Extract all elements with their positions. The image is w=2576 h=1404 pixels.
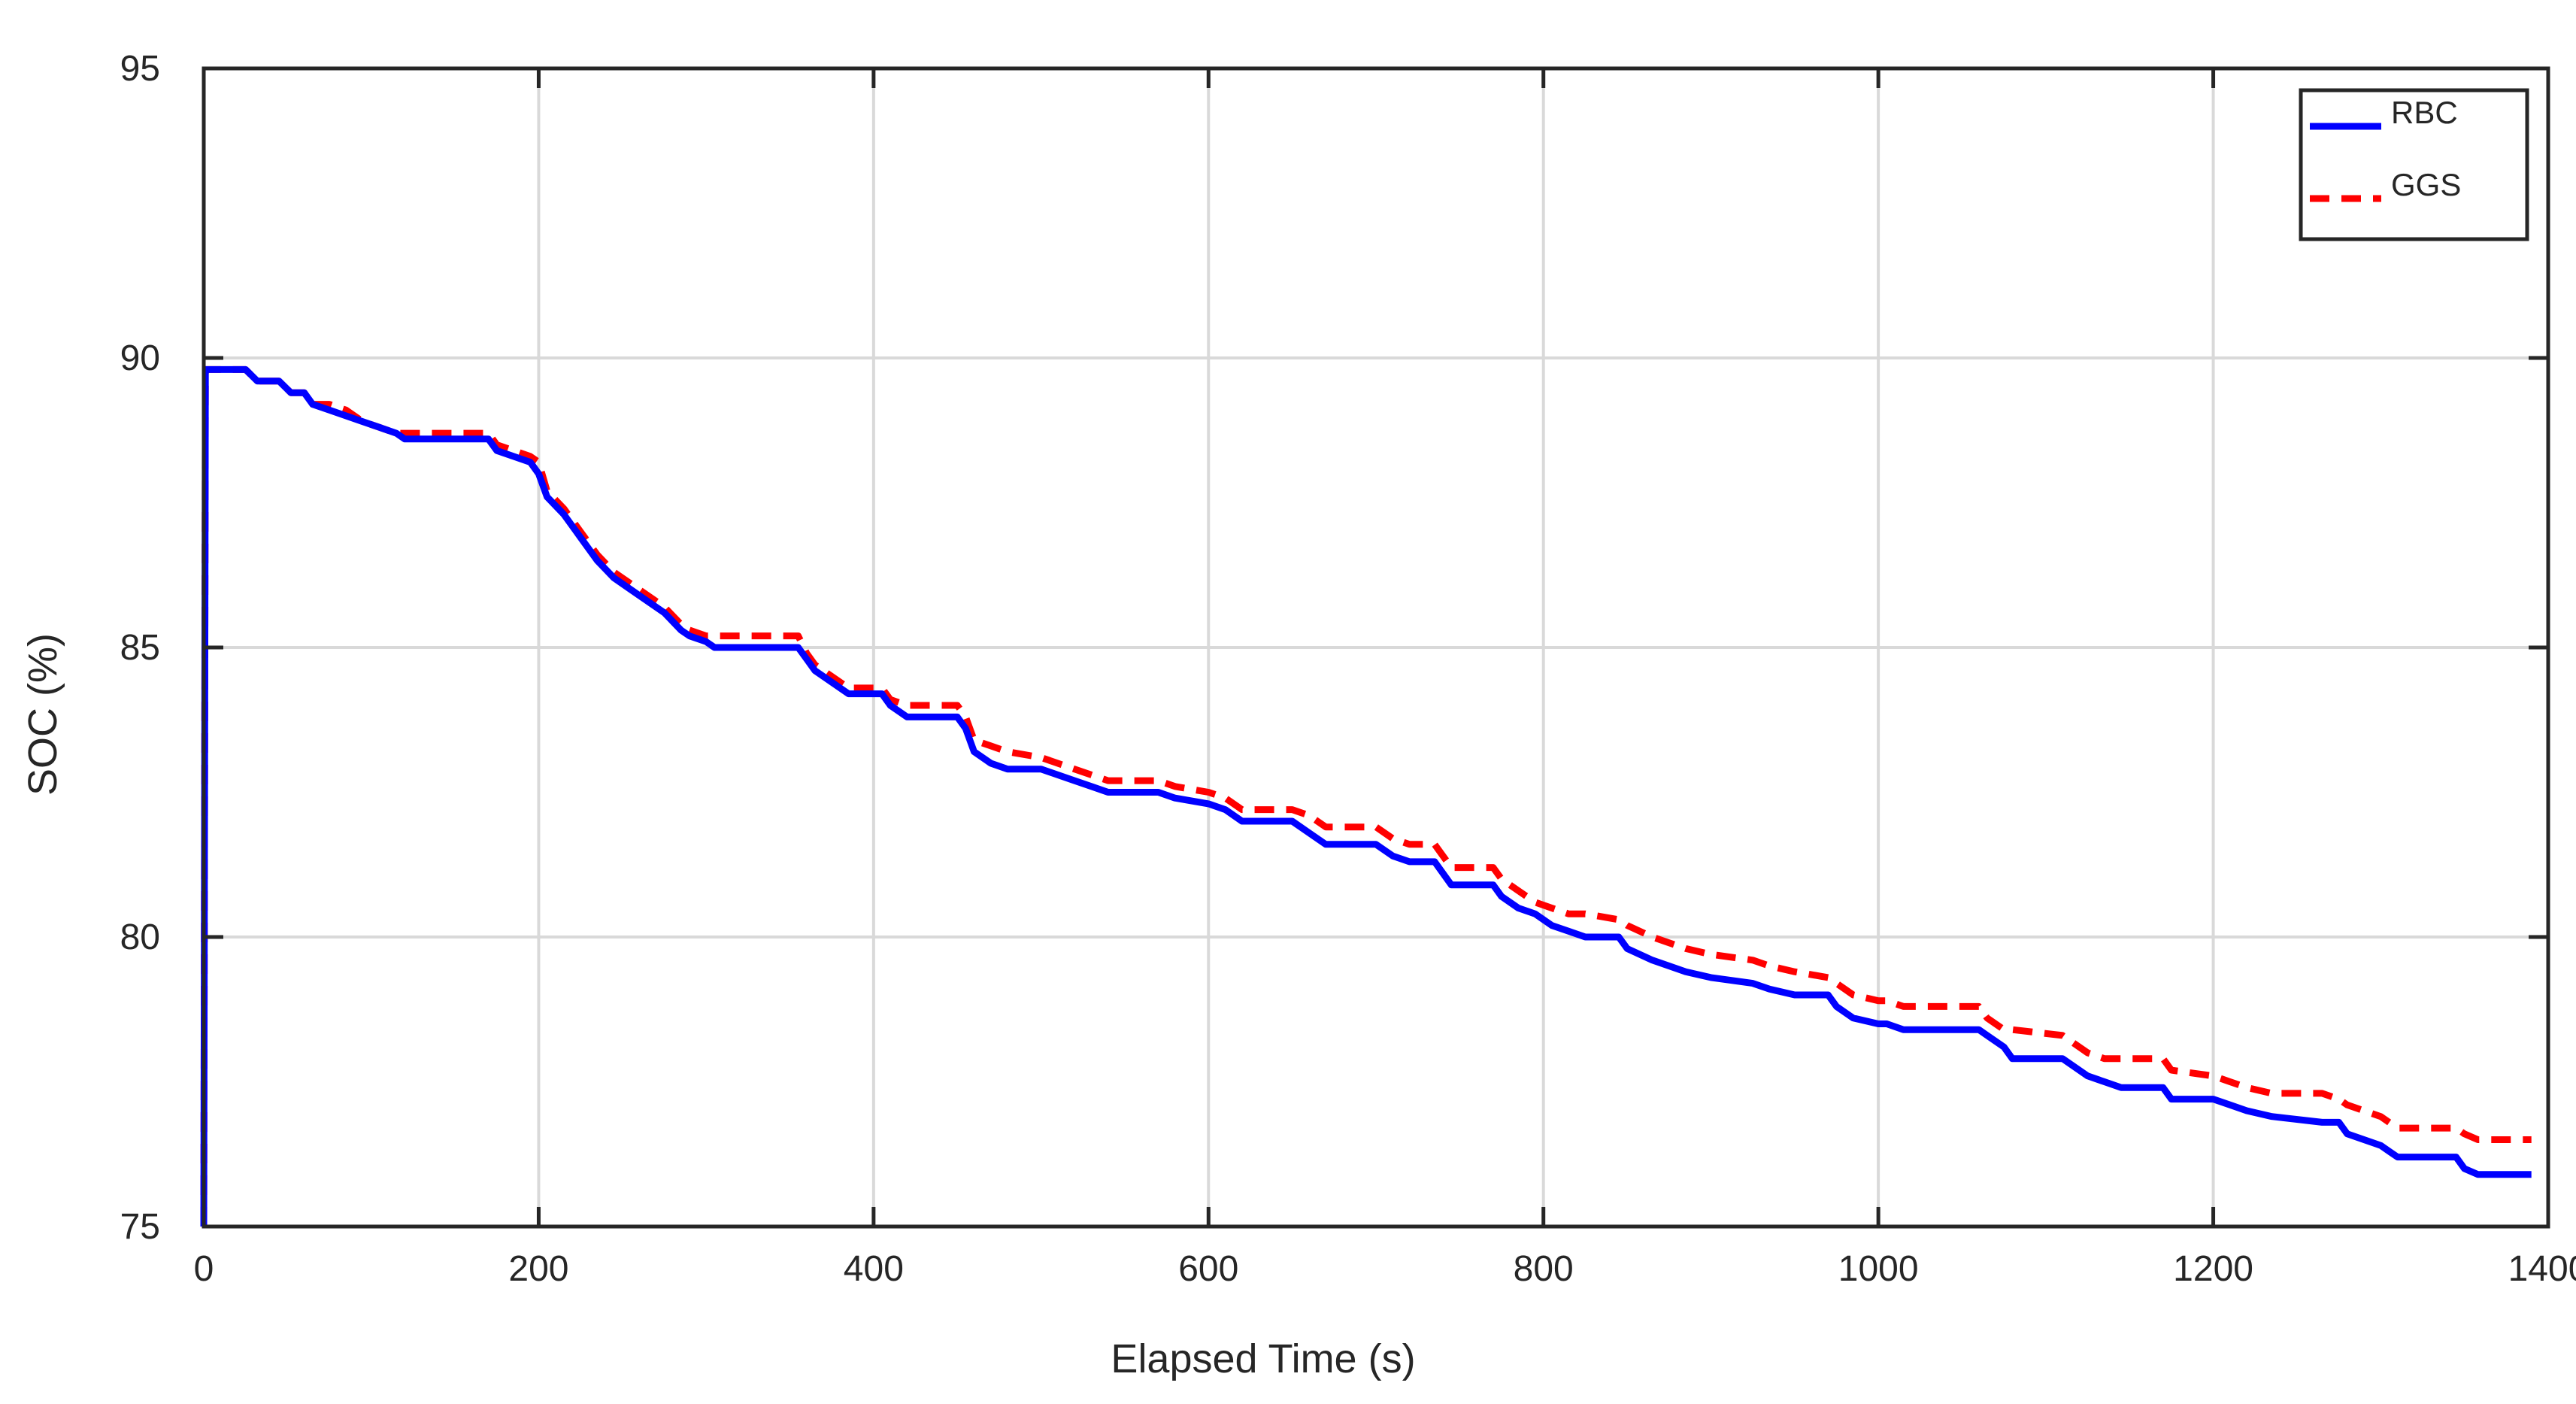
- y-tick-label: 75: [120, 1207, 160, 1247]
- x-tick-label: 1200: [2173, 1249, 2253, 1289]
- y-tick-label: 85: [120, 628, 160, 668]
- axis-ticks: 0 200 400 600 800 1000 1200 1400 75 80 85 90 95: [120, 49, 2576, 1289]
- legend-label-ggs: GGS: [2391, 167, 2461, 202]
- x-tick-label: 1400: [2508, 1249, 2576, 1289]
- grid-lines: [204, 68, 2548, 1227]
- y-tick-label: 80: [120, 917, 160, 957]
- y-tick-label: 95: [120, 49, 160, 89]
- series-line-rbc: [200, 365, 2532, 1227]
- x-axis-label: Elapsed Time (s): [1111, 1336, 1415, 1381]
- x-tick-label: 0: [194, 1249, 214, 1289]
- series-line-ggs: [200, 365, 2532, 1227]
- x-tick-label: 400: [844, 1249, 904, 1289]
- x-tick-label: 600: [1178, 1249, 1238, 1289]
- x-tick-label: 1000: [1838, 1249, 1919, 1289]
- x-tick-label: 200: [508, 1249, 568, 1289]
- series-layer: [200, 365, 2532, 1227]
- legend: RBC GGS: [2299, 88, 2529, 241]
- legend-label-rbc: RBC: [2391, 95, 2458, 130]
- legend-box: [2299, 88, 2529, 241]
- x-tick-label: 800: [1514, 1249, 1574, 1289]
- y-axis-label: SOC (%): [20, 633, 65, 796]
- y-tick-label: 90: [120, 338, 160, 378]
